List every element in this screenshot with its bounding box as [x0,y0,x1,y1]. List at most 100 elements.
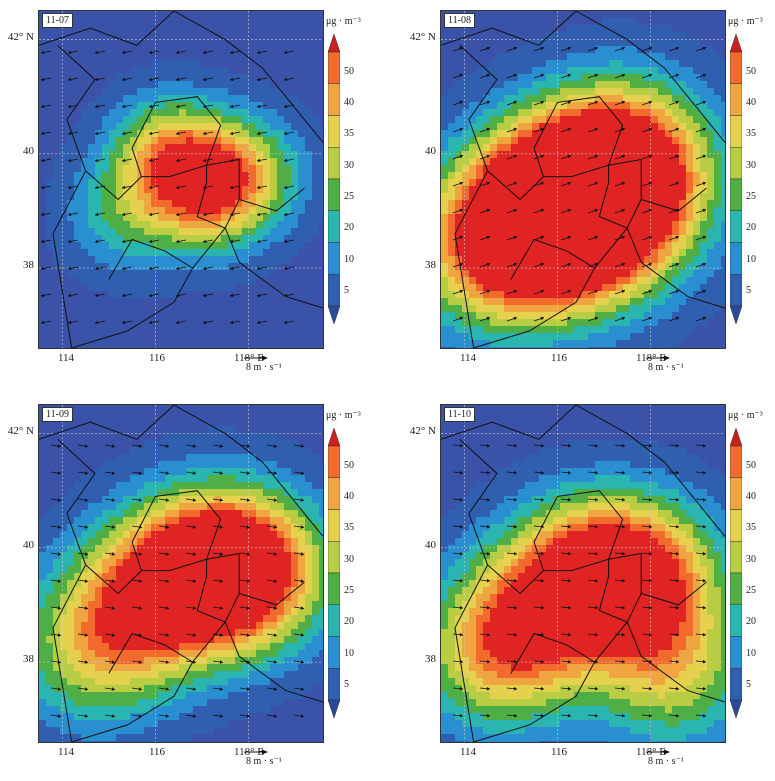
concentration-cell [686,151,694,159]
concentration-cell [319,468,323,476]
concentration-cell [130,475,138,483]
concentration-cell [46,298,54,306]
concentration-cell [116,11,124,19]
concentration-cell [490,326,498,334]
concentration-cell [679,214,687,222]
concentration-cell [476,109,484,117]
concentration-cell [102,412,110,420]
concentration-cell [312,347,320,348]
concentration-cell [172,46,180,54]
concentration-cell [249,426,257,434]
concentration-cell [532,130,540,138]
concentration-cell [137,468,145,476]
concentration-cell [39,39,47,47]
concentration-cell [707,18,715,26]
concentration-cell [497,298,505,306]
concentration-cell [448,319,456,327]
concentration-cell [546,221,554,229]
concentration-cell [658,284,666,292]
concentration-cell [305,291,313,299]
concentration-cell [116,270,124,278]
concentration-cell [504,179,512,187]
concentration-cell [221,312,229,320]
concentration-cell [207,144,215,152]
concentration-cell [88,263,96,271]
concentration-cell [109,179,117,187]
concentration-cell [567,11,575,19]
concentration-cell [721,347,725,348]
concentration-cell [630,95,638,103]
concentration-cell [242,426,250,434]
concentration-cell [574,137,582,145]
concentration-cell [312,228,320,236]
concentration-cell [679,88,687,96]
concentration-cell [207,186,215,194]
concentration-cell [721,319,725,327]
concentration-cell [95,172,103,180]
concentration-cell [490,270,498,278]
concentration-cell [137,312,145,320]
concentration-cell [476,81,484,89]
concentration-cell [312,277,320,285]
concentration-cell [221,53,229,61]
concentration-cell [525,340,533,348]
concentration-cell [455,144,463,152]
concentration-cell [144,263,152,271]
concentration-cell [630,102,638,110]
concentration-cell [186,193,194,201]
concentration-cell [497,249,505,257]
concentration-cell [721,270,725,278]
concentration-cell [81,123,89,131]
concentration-cell [95,440,103,448]
concentration-cell [490,193,498,201]
wind-arrowhead [486,181,490,186]
concentration-cell [714,172,722,180]
concentration-cell [277,116,285,124]
concentration-cell [284,172,292,180]
concentration-cell [144,298,152,306]
concentration-cell [228,242,236,250]
concentration-cell [207,123,215,131]
concentration-cell [490,186,498,194]
concentration-cell [567,32,575,40]
concentration-cell [581,130,589,138]
concentration-cell [532,144,540,152]
concentration-cell [46,130,54,138]
concentration-cell [109,88,117,96]
concentration-cell [679,221,687,229]
concentration-cell [256,46,264,54]
concentration-cell [102,340,110,348]
concentration-cell [39,116,47,124]
concentration-cell [525,88,533,96]
concentration-cell [39,305,47,313]
concentration-cell [637,235,645,243]
concentration-cell [46,228,54,236]
concentration-cell [679,256,687,264]
concentration-cell [123,249,131,257]
concentration-cell [130,426,138,434]
concentration-cell [60,186,68,194]
concentration-cell [165,95,173,103]
concentration-cell [137,454,145,462]
concentration-cell [525,270,533,278]
concentration-cell [249,333,257,341]
concentration-cell [200,116,208,124]
concentration-cell [721,11,725,19]
concentration-cell [707,256,715,264]
concentration-cell [588,88,596,96]
concentration-cell [88,347,96,348]
concentration-cell [305,186,313,194]
concentration-cell [714,326,722,334]
concentration-cell [88,130,96,138]
concentration-cell [158,475,166,483]
wind-arrowhead [230,293,234,298]
concentration-cell [81,116,89,124]
concentration-cell [511,312,519,320]
concentration-cell [270,433,278,441]
concentration-cell [539,312,547,320]
concentration-cell [714,81,722,89]
wind-arrowhead [176,266,180,271]
concentration-cell [116,312,124,320]
concentration-cell [193,475,201,483]
concentration-cell [305,419,313,427]
